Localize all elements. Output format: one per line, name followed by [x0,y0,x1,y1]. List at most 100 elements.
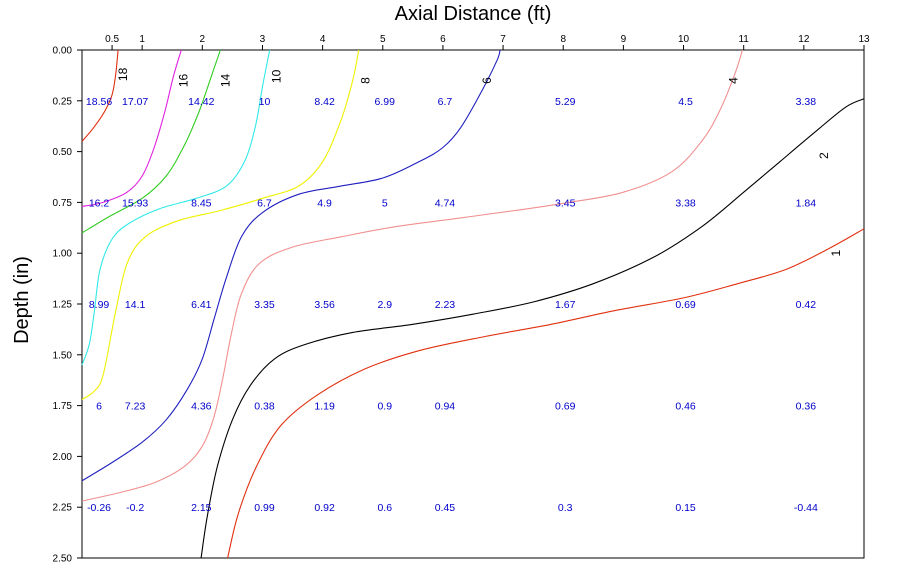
measurement-value: 0.9 [377,401,392,413]
y-tick-label: 1.25 [53,300,73,311]
measurement-value: 14.42 [188,96,214,108]
measurement-value: 16.2 [89,197,110,209]
y-tick-label: 0.50 [53,147,73,158]
measurement-value: 1.19 [314,401,335,413]
x-tick-label: 9 [621,34,627,45]
contour-label-18: 18 [116,67,130,81]
measurement-value: 4.74 [435,197,456,209]
x-tick-label: 4 [320,34,326,45]
x-tick-label: 0.5 [105,34,119,45]
y-tick-label: 2.25 [53,503,73,514]
contour-line-18 [81,49,119,142]
x-tick-label: 7 [500,34,506,45]
measurement-value: 0.42 [796,299,817,311]
contour-line-16 [81,49,182,208]
contour-label-6: 6 [480,77,494,84]
contour-line-2 [200,98,865,559]
measurement-value: 15.93 [122,197,148,209]
x-tick-label: 5 [380,34,386,45]
x-tick-label: 8 [560,34,566,45]
contour-line-6 [81,49,501,482]
measurement-value: 18.56 [86,96,112,108]
measurement-value: 6.99 [375,96,396,108]
contour-line-10 [81,49,271,366]
measurement-value: 0.94 [435,401,456,413]
contour-line-14 [81,49,221,234]
y-tick-label: 0.00 [53,46,73,57]
y-axis-title: Depth (in) [11,256,33,344]
measurement-value: 4.9 [317,197,332,209]
measurement-value: 3.35 [254,299,275,311]
measurement-value: 3.38 [675,197,696,209]
x-tick-label: 12 [798,34,810,45]
contour-line-4 [81,49,744,502]
measurement-value: 2.15 [191,502,212,514]
x-tick-label: 6 [440,34,446,45]
measurement-value: 17.07 [122,96,148,108]
x-tick-label: 2 [200,34,206,45]
measurement-value: 5 [382,197,388,209]
measurement-value: 6.7 [257,197,272,209]
measurement-value: 6.7 [438,96,453,108]
x-tick-label: 3 [260,34,266,45]
contour-label-16: 16 [176,73,190,87]
y-tick-label: 1.00 [53,249,73,260]
contour-label-4: 4 [727,77,741,84]
measurement-value: 0.69 [555,401,576,413]
measurement-value: 5.29 [555,96,576,108]
measurement-value: 0.3 [558,502,573,514]
x-tick-label: 10 [678,34,690,45]
measurement-value: 2.9 [377,299,392,311]
contour-label-1: 1 [829,250,843,257]
x-tick-label: 11 [738,34,749,45]
measurement-value: 3.45 [555,197,576,209]
contour-level-labels: 18 16 14 10 8 6 4 2 1 [116,67,843,256]
measurement-value: 0.92 [314,502,335,514]
measurement-value: 4.5 [678,96,693,108]
measurement-value: 6 [96,401,102,413]
contour-line-1 [227,228,865,559]
y-tick-label: 0.75 [53,198,73,209]
y-tick-label: 1.75 [53,401,73,412]
x-axis-ticks: 0.5 1 2 3 4 5 6 7 8 9 10 11 12 13 [105,34,870,50]
measurement-value: 8.42 [314,96,335,108]
measurement-value: 0.99 [254,502,275,514]
measurement-value: -0.2 [126,502,144,514]
contour-label-8: 8 [359,77,373,84]
measurement-value: -0.26 [87,502,111,514]
contour-label-2: 2 [817,152,831,159]
measurement-value: 0.15 [675,502,696,514]
measurement-labels: 18.56 17.07 14.42 10 8.42 6.99 6.7 5.29 4.5 3.38 1… [86,96,818,514]
measurement-value: 7.23 [125,401,146,413]
contour-label-10: 10 [270,69,284,83]
y-tick-label: 1.50 [53,350,73,361]
measurement-value: 0.36 [796,401,817,413]
measurement-value: 0.6 [377,502,392,514]
contour-label-14: 14 [218,73,232,87]
contour-lines [81,49,865,559]
measurement-value: 8.45 [191,197,212,209]
contour-line-8 [81,49,360,400]
measurement-value: 4.36 [191,401,212,413]
x-tick-label: 13 [858,34,870,45]
y-tick-label: 0.25 [53,96,73,107]
measurement-value: 3.38 [796,96,817,108]
y-tick-label: 2.50 [53,554,73,565]
measurement-value: 1.84 [796,197,817,209]
measurement-value: 1.67 [555,299,576,311]
measurement-value: 6.41 [191,299,212,311]
measurement-value: 3.56 [314,299,335,311]
x-axis-title: Axial Distance (ft) [395,3,552,25]
y-tick-label: 2.00 [53,452,73,463]
measurement-value: 14.1 [125,299,146,311]
measurement-value: 10 [259,96,271,108]
x-tick-label: 1 [139,34,145,45]
measurement-value: 0.46 [675,401,696,413]
measurement-value: 0.69 [675,299,696,311]
measurement-value: 0.38 [254,401,275,413]
measurement-value: 8.99 [89,299,110,311]
measurement-value: 2.23 [435,299,456,311]
y-axis-ticks: 0.00 0.25 0.50 0.75 1.00 1.25 1.50 1.75 2.00 2.25… [53,46,82,565]
measurement-value: -0.44 [794,502,818,514]
